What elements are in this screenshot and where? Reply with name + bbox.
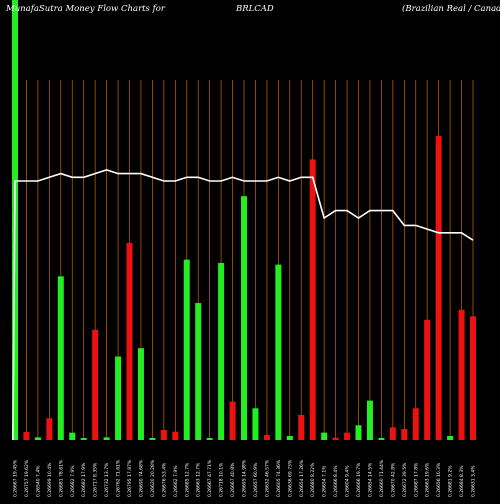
x-tick-label: 0.26684 8.3% bbox=[459, 465, 465, 497]
volume-bar bbox=[332, 437, 339, 440]
volume-bar bbox=[69, 432, 76, 440]
volume-bar bbox=[137, 348, 144, 440]
x-tick-label: 0.26682 17.9% bbox=[81, 462, 87, 497]
volume-bar bbox=[458, 309, 465, 440]
volume-bar bbox=[275, 264, 282, 440]
volume-bar bbox=[252, 408, 259, 440]
x-tick-label: 0.26672 39.5% bbox=[402, 462, 408, 497]
x-tick-label: 0.26657 60.9% bbox=[253, 462, 259, 497]
volume-bar bbox=[344, 432, 351, 440]
x-tick-label: 0.26695 14.98% bbox=[242, 459, 248, 497]
volume-bar bbox=[389, 427, 396, 440]
volume-bar bbox=[195, 303, 202, 440]
volume-bar bbox=[447, 435, 454, 440]
x-tick-label: 0.26732 13.7% bbox=[104, 462, 110, 497]
volume-bar bbox=[115, 356, 122, 440]
x-tick-label: 0.26620 20.28% bbox=[150, 459, 156, 497]
x-tick-label: 0.26666 19.7% bbox=[356, 462, 362, 497]
volume-bar bbox=[206, 437, 213, 440]
volume-bar bbox=[172, 431, 179, 440]
volume-bar bbox=[183, 259, 190, 440]
x-tick-label: 0.26757 19.62% bbox=[24, 459, 30, 497]
x-tick-label: 0.26667 40.8% bbox=[230, 462, 236, 497]
volume-bar bbox=[298, 414, 305, 440]
volume-bar bbox=[321, 432, 328, 440]
x-tick-label: 0.26656 10.3% bbox=[436, 462, 442, 497]
volume-bar bbox=[263, 434, 270, 440]
x-tick-label: 0.26681 9.2% bbox=[448, 465, 454, 497]
chart-title: MunafaSutra Money Flow Charts for bbox=[6, 4, 165, 14]
x-tick-label: 0.26662 7.9% bbox=[173, 465, 179, 497]
chart-description: (Brazilian Real / Canadian bbox=[402, 4, 500, 14]
x-tick-label: 0.26540 7.4% bbox=[35, 465, 41, 497]
x-tick-label: 0.26670 42.8% bbox=[390, 462, 396, 497]
x-tick-label: 0.26676 53.4% bbox=[161, 462, 167, 497]
volume-bar bbox=[80, 437, 87, 440]
x-tick-label: 0.26663 19.6% bbox=[425, 462, 431, 497]
x-tick-label: 0.26660 71.44% bbox=[379, 459, 385, 497]
volume-bar bbox=[435, 136, 442, 440]
x-tick-label: 0.26685 12.7% bbox=[184, 462, 190, 497]
volume-bar bbox=[149, 437, 156, 440]
x-tick-label: 0.26690 74.68% bbox=[138, 459, 144, 497]
volume-bar bbox=[424, 319, 431, 440]
x-tick-label: 0.26632 46.57% bbox=[264, 459, 270, 497]
volume-bar bbox=[401, 428, 408, 440]
x-tick-label: 0.26636 69.73% bbox=[287, 459, 293, 497]
volume-bar bbox=[470, 316, 476, 440]
volume-bar bbox=[92, 329, 99, 440]
x-tick-label: 0.26666 8.4% bbox=[333, 465, 339, 497]
volume-bar bbox=[23, 431, 30, 440]
x-tick-label: 0.26718 10.1% bbox=[219, 462, 225, 497]
x-tick-label: 0.26605 74.36% bbox=[276, 459, 282, 497]
x-tick-label: 0.26667 47.71% bbox=[207, 459, 213, 497]
x-tick-label: 0.26717 8.35% bbox=[93, 462, 99, 497]
volume-bar bbox=[126, 242, 133, 440]
volume-bar bbox=[46, 418, 53, 440]
volume-bar bbox=[286, 435, 293, 440]
chart-symbol: BRLCAD bbox=[236, 4, 274, 14]
volume-bar bbox=[57, 276, 64, 440]
volume-bar bbox=[103, 437, 110, 440]
volume-bar bbox=[378, 437, 385, 440]
x-tick-label: 0.26681 78.61% bbox=[58, 459, 64, 497]
x-tick-label: 0.26667 19.45% bbox=[13, 459, 19, 497]
x-tick-label: 0.26654 7.1% bbox=[322, 465, 328, 497]
x-tick-label: 0.26631 3.4% bbox=[471, 465, 477, 497]
x-tick-label: 0.26654 14.5% bbox=[367, 462, 373, 497]
volume-bar bbox=[412, 408, 419, 440]
volume-bar bbox=[218, 262, 225, 440]
x-tick-label: 0.26654 17.26% bbox=[299, 459, 305, 497]
price-line bbox=[12, 169, 474, 441]
volume-bar bbox=[34, 437, 41, 440]
x-tick-label: 0.26699 10.4% bbox=[47, 462, 53, 497]
x-tick-label: 0.26795 17.87% bbox=[127, 459, 133, 497]
volume-bar bbox=[355, 425, 362, 440]
x-tick-label: 0.26680 8.22% bbox=[310, 462, 316, 497]
volume-bar bbox=[160, 429, 167, 440]
volume-bar bbox=[229, 401, 236, 440]
volume-bar bbox=[366, 400, 373, 440]
volume-bar bbox=[241, 196, 247, 440]
x-tick-label: 0.26663 12.7% bbox=[196, 462, 202, 497]
x-tick-label: 0.26682 7.9% bbox=[70, 465, 76, 497]
volume-bar bbox=[309, 159, 316, 440]
x-tick-label: 0.26762 71.61% bbox=[116, 459, 122, 497]
x-tick-label: 0.26604 9.4% bbox=[345, 465, 351, 497]
x-tick-label: 0.26687 17.8% bbox=[413, 462, 419, 497]
